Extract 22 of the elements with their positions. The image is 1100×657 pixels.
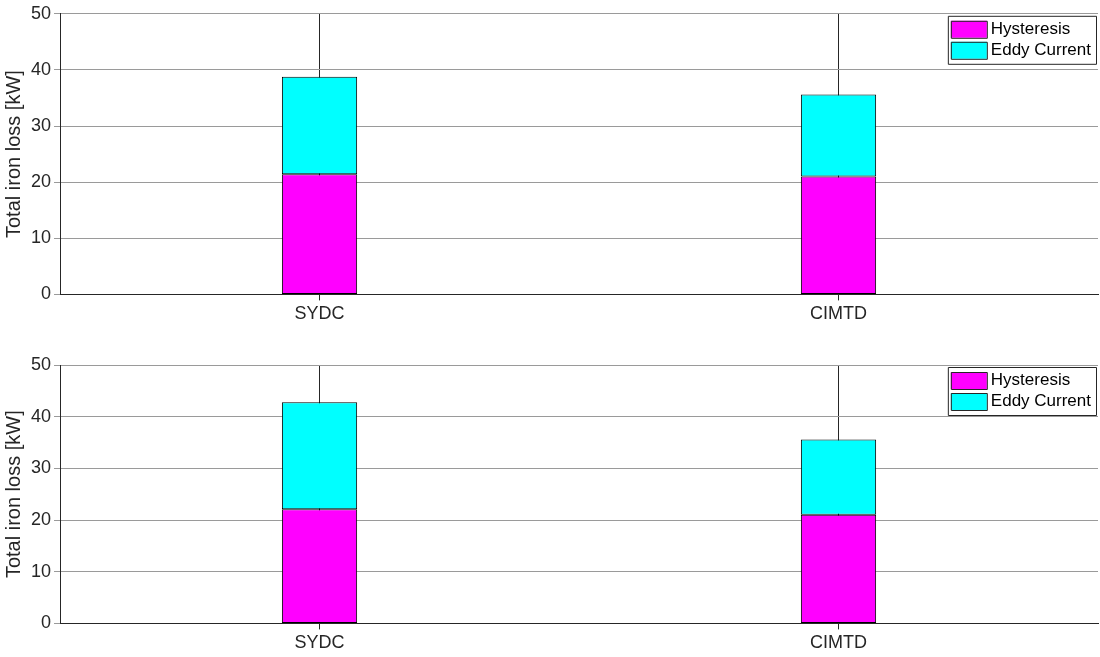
y-tick-label: 20 [30,171,52,192]
y-tick-label: 30 [30,457,52,478]
legend-label: Hysteresis [990,370,1071,390]
legend-label: Hysteresis [990,18,1071,38]
y-tick-label: 40 [30,58,52,79]
y-tick-label: 10 [30,227,52,248]
y-tick-label: 10 [30,560,52,581]
y-tick-label: 30 [30,115,52,136]
legend-label: Eddy Current [990,391,1092,411]
x-tick-label: CIMTD [810,632,868,653]
y-axis-title: Total iron loss [kW] [1,70,24,239]
x-tick-label: CIMTD [810,303,868,324]
y-tick-label: 50 [30,353,52,374]
y-tick-label: 50 [30,2,52,23]
y-tick-label: 0 [41,283,52,304]
y-tick-label: 20 [30,509,52,530]
x-tick-label: SYDC [294,303,345,324]
x-tick-label: SYDC [294,632,345,653]
y-tick-label: 0 [41,612,52,633]
y-axis-title: Total iron loss [kW] [1,410,24,579]
legend-label: Eddy Current [990,39,1092,59]
y-tick-label: 40 [30,405,52,426]
